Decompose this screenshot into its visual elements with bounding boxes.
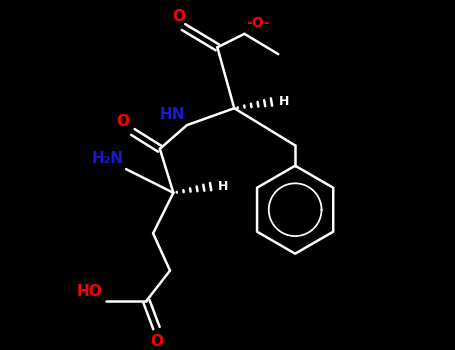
Text: O: O xyxy=(116,114,129,129)
Text: HN: HN xyxy=(160,107,185,122)
Text: -O-: -O- xyxy=(246,16,270,30)
Text: H: H xyxy=(218,180,228,193)
Text: O: O xyxy=(150,334,163,349)
Text: HO: HO xyxy=(76,284,102,299)
Text: H₂N: H₂N xyxy=(91,151,123,166)
Text: H: H xyxy=(279,95,289,108)
Text: O: O xyxy=(172,9,185,24)
